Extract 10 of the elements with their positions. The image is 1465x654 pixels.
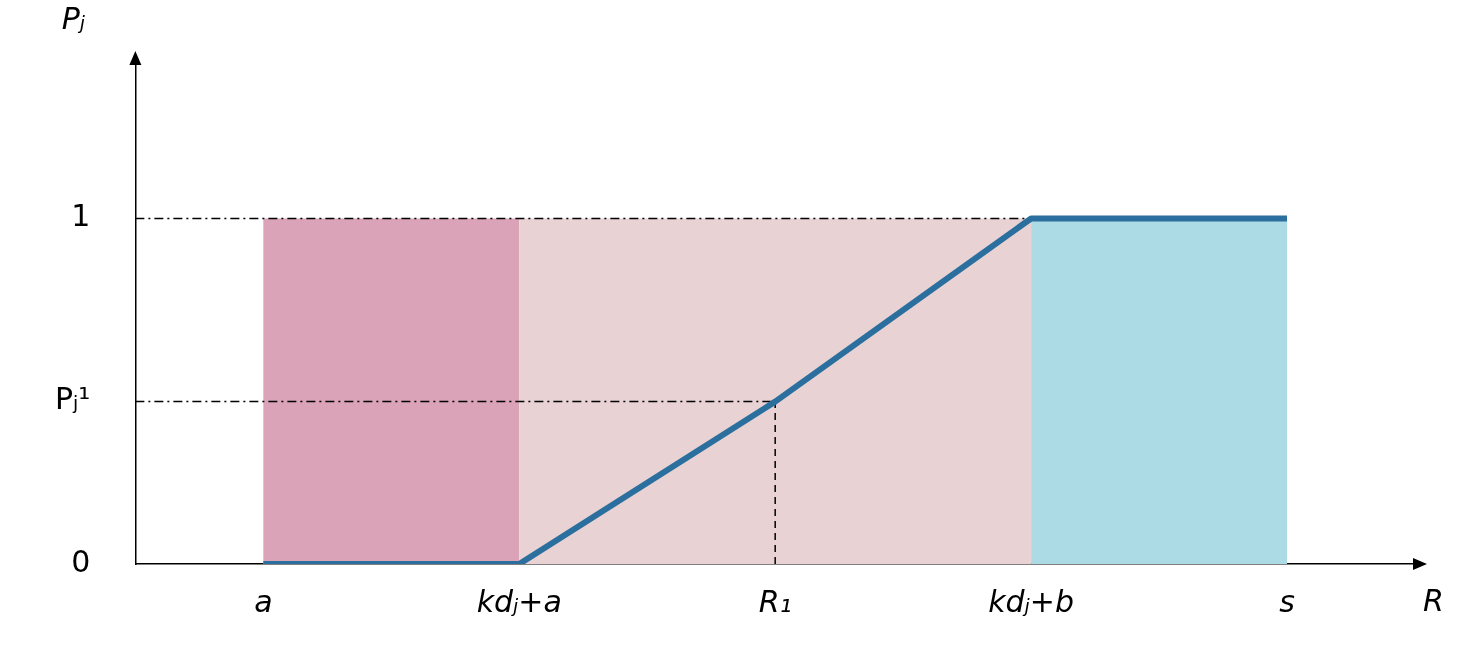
y-axis-title: Pⱼ xyxy=(61,0,86,36)
x-axis-title: R xyxy=(1423,582,1444,618)
y-tick-label: 0 xyxy=(71,543,91,579)
y-tick-label: 1 xyxy=(71,198,91,234)
y-tick-label: Pⱼ¹ xyxy=(54,381,91,417)
x-tick-label: s xyxy=(1279,583,1295,619)
x-tick-label: a xyxy=(254,583,273,619)
x-tick-label: kdⱼ+a xyxy=(476,583,562,619)
x-tick-label: kdⱼ+b xyxy=(988,583,1075,619)
x-tick-label: R₁ xyxy=(758,583,792,619)
